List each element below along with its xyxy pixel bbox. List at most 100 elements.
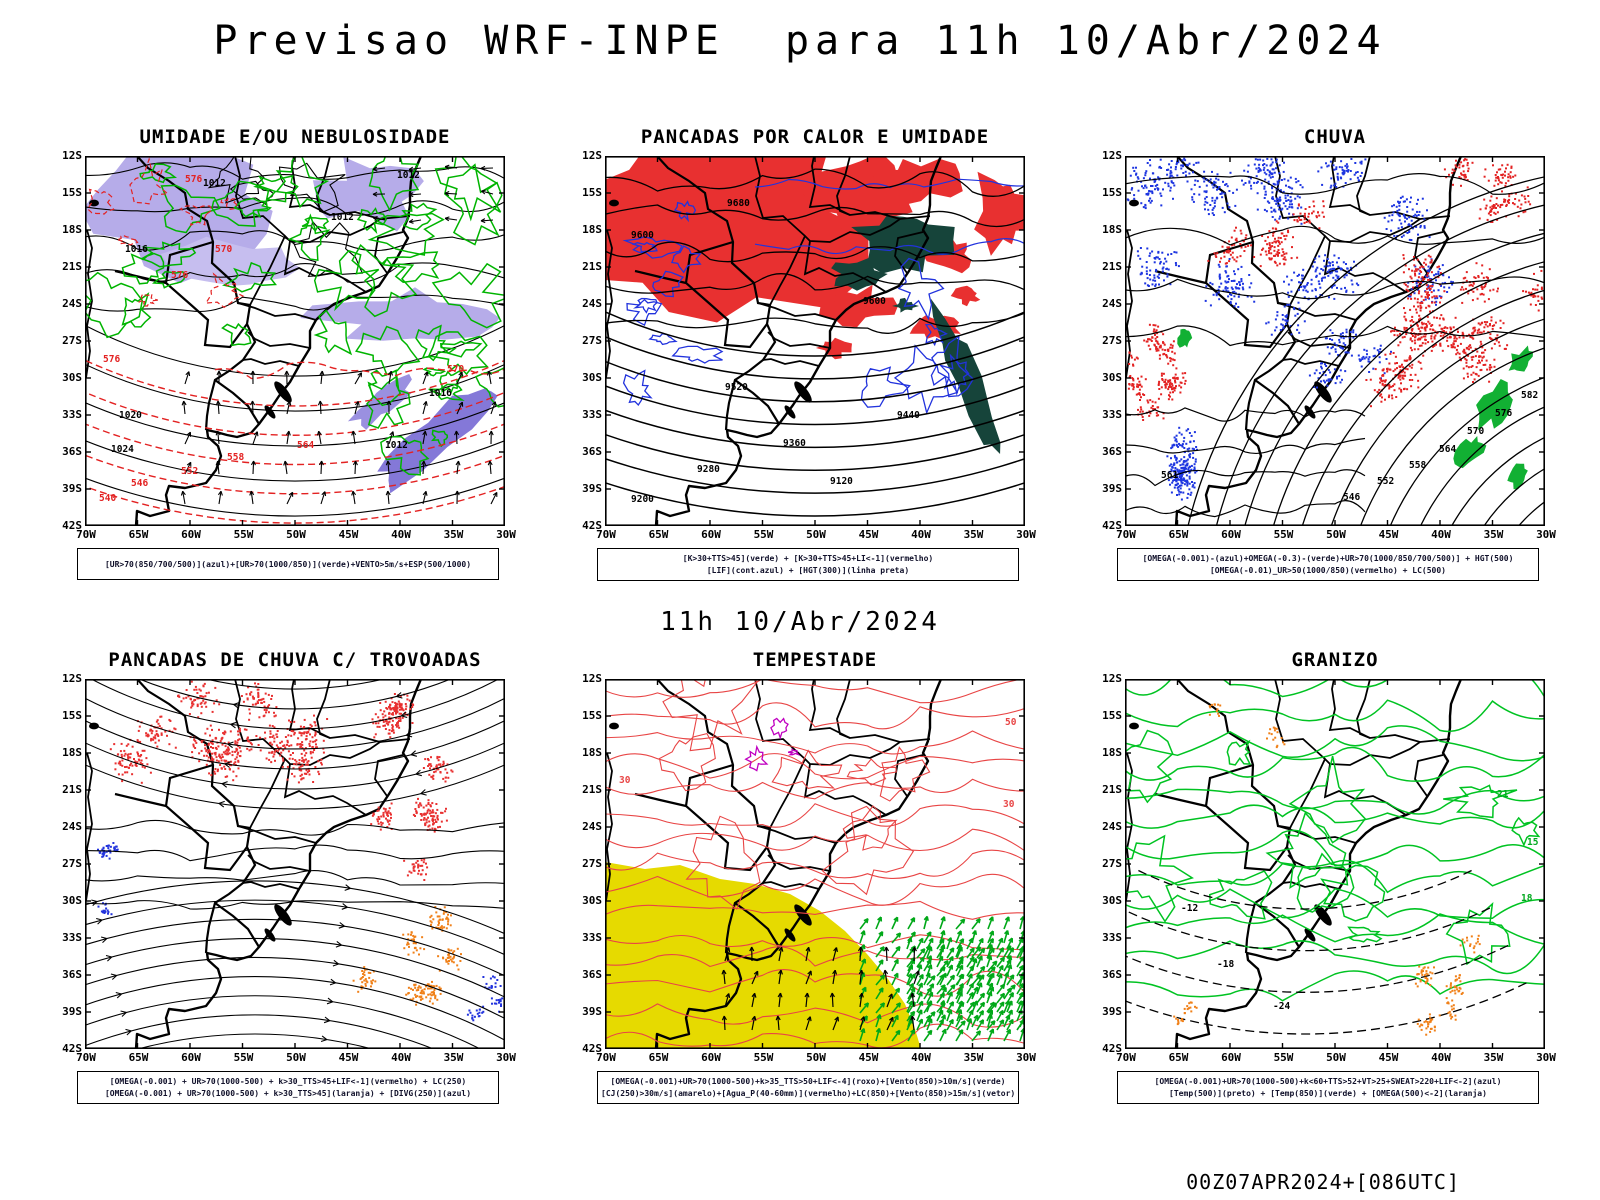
contour-label: -18 (1217, 959, 1234, 970)
lat-tick-label: 21S (62, 783, 82, 796)
lat-tick-label: 33S (582, 408, 602, 421)
contour-label: 570 (215, 244, 232, 255)
lon-tick-label: 60W (1221, 528, 1241, 541)
contour-label: 570 (447, 364, 464, 375)
weather-map-chuva: 546 552 558 564 570 576 582 561 (1125, 156, 1545, 526)
contour-label: 558 (227, 452, 244, 463)
lat-tick-label: 33S (62, 408, 82, 421)
contour-label: 576 (103, 354, 120, 365)
lon-tick-label: 35W (1483, 528, 1504, 541)
lat-tick-label: 27S (62, 334, 82, 347)
contour-label: 1020 (119, 410, 142, 421)
map-contour-layer: 1012 1012 1012 1012 1016 1016 1020 1024 576 576 57… (85, 156, 505, 524)
lon-tick-label: 50W (1326, 528, 1346, 541)
contour-label: 561 (1161, 470, 1178, 481)
lat-tick-label: 15S (62, 186, 82, 199)
contour-label: 540 (99, 493, 116, 504)
longitude-axis: 70W 65W 60W 55W 50W 45W 40W 35W 30W (596, 1049, 1036, 1065)
legend-box: [OMEGA(-0.001)+UR>70(1000-500)+k>35_TTS>… (597, 1071, 1019, 1104)
lat-tick-label: 24S (582, 820, 602, 833)
contour-label: 570 (1467, 426, 1484, 437)
lon-tick-label: 70W (76, 1051, 96, 1064)
lat-tick-label: 18S (62, 746, 82, 759)
contour-label: 9120 (830, 476, 853, 487)
lat-tick-label: 15S (1102, 709, 1122, 722)
legend-line: [OMEGA(-0.01)_UR>50(1000/850)(vermelho) … (1209, 566, 1446, 575)
map-frame (1125, 679, 1545, 1049)
lon-tick-label: 50W (1326, 1051, 1346, 1064)
lon-tick-label: 55W (753, 528, 774, 541)
lon-tick-label: 60W (701, 528, 721, 541)
weather-map-granizo: -12 -18 -24 15 18 21 (1125, 679, 1545, 1049)
lat-tick-label: 33S (62, 931, 82, 944)
lon-tick-label: 40W (911, 528, 931, 541)
contour-label: 9280 (697, 464, 720, 475)
legend-line: [K>30+TTS>45](verde) + [K>30+TTS>45+LI<-… (682, 554, 934, 563)
map-contour-layer: -12 -18 -24 15 18 21 (1125, 679, 1545, 1036)
lon-tick-label: 65W (128, 528, 149, 541)
lat-tick-label: 15S (582, 186, 602, 199)
lat-tick-label: 30S (1102, 894, 1122, 907)
lat-tick-label: 30S (62, 894, 82, 907)
contour-label: 1012 (331, 212, 354, 223)
weather-map-trovoadas (85, 679, 505, 1049)
weather-map-tempestade: 50 30 30 (605, 679, 1025, 1049)
lat-tick-label: 39S (582, 1005, 602, 1018)
contour-label: 9200 (631, 494, 654, 505)
lon-tick-label: 50W (286, 528, 306, 541)
lat-tick-label: 36S (62, 445, 82, 458)
lat-tick-label: 18S (1102, 223, 1122, 236)
lat-tick-label: 36S (62, 968, 82, 981)
lon-tick-label: 45W (338, 528, 359, 541)
longitude-axis: 70W 65W 60W 55W 50W 45W 40W 35W 30W (596, 526, 1036, 542)
lat-tick-label: 21S (582, 783, 602, 796)
lon-tick-label: 55W (233, 1051, 254, 1064)
lon-tick-label: 40W (1431, 1051, 1451, 1064)
lon-tick-label: 35W (443, 528, 464, 541)
lat-tick-label: 12S (1102, 149, 1122, 162)
legend-line: [OMEGA(-0.001)+UR>70(1000-500)+k<60+TTS>… (1154, 1077, 1502, 1086)
lat-tick-label: 39S (1102, 482, 1122, 495)
lat-tick-label: 18S (582, 223, 602, 236)
lat-tick-label: 33S (1102, 408, 1122, 421)
lon-tick-label: 45W (858, 1051, 879, 1064)
lat-tick-label: 42S (62, 519, 82, 532)
lat-tick-label: 30S (1102, 371, 1122, 384)
panel-title: PANCADAS POR CALOR E UMIDADE (640, 126, 990, 148)
map-area: 12S 15S 18S 21S 24S 27S 30S 33S 36S 39S 42S -12 -18… (1102, 673, 1556, 1065)
contour-label: 576 (1495, 408, 1512, 419)
lon-tick-label: 40W (391, 1051, 411, 1064)
lon-tick-label: 50W (806, 528, 826, 541)
panel-title: PANCADAS DE CHUVA C/ TROVOADAS (108, 649, 482, 671)
panel-title: UMIDADE E/OU NEBULOSIDADE (139, 126, 451, 148)
lon-tick-label: 30W (496, 528, 516, 541)
lon-tick-label: 45W (858, 528, 879, 541)
map-contour-layer (85, 679, 505, 1049)
contour-label: 50 (1005, 717, 1017, 728)
lon-tick-label: 70W (596, 1051, 616, 1064)
contour-label: 552 (181, 466, 198, 477)
legend-line: [UR>70(850/700/500)](azul)+[UR>70(1000/8… (104, 559, 472, 569)
lat-tick-label: 18S (1102, 746, 1122, 759)
map-area: 12S 15S 18S 21S 24S 27S 30S 33S 36S 39S 42S 70W 65W… (62, 673, 516, 1065)
map-frame (85, 679, 505, 1049)
lat-tick-label: 42S (62, 1042, 82, 1055)
lat-tick-label: 27S (1102, 857, 1122, 870)
contour-label: 1012 (385, 440, 408, 451)
lon-tick-label: 50W (286, 1051, 306, 1064)
page-title: Previsao WRF-INPE para 11h 10/Abr/2024 (213, 18, 1387, 64)
lon-tick-label: 45W (1378, 1051, 1399, 1064)
forecast-page: Previsao WRF-INPE para 11h 10/Abr/2024 (62, 18, 1556, 1194)
contour-label: 1024 (111, 444, 134, 455)
map-fill-layer (1177, 328, 1534, 490)
lon-tick-label: 65W (1168, 1051, 1189, 1064)
lon-tick-label: 35W (443, 1051, 464, 1064)
map-frame (1125, 156, 1545, 526)
map-contour-layer: 9680 9600 9600 9520 9440 9360 9280 9200 9120 (605, 168, 1025, 517)
lon-tick-label: 65W (128, 1051, 149, 1064)
panel-tempestade: TEMPESTADE 12S 15S 18S 21S 24S 27S 30S 33S 36S 39… (571, 649, 1036, 1104)
contour-label: 576 (185, 174, 202, 185)
lon-tick-label: 45W (338, 1051, 359, 1064)
contour-label: 9600 (631, 230, 654, 241)
panel-granizo: GRANIZO 12S 15S 18S 21S 24S 27S 30S 33S 36S 39S 42… (1091, 649, 1556, 1104)
